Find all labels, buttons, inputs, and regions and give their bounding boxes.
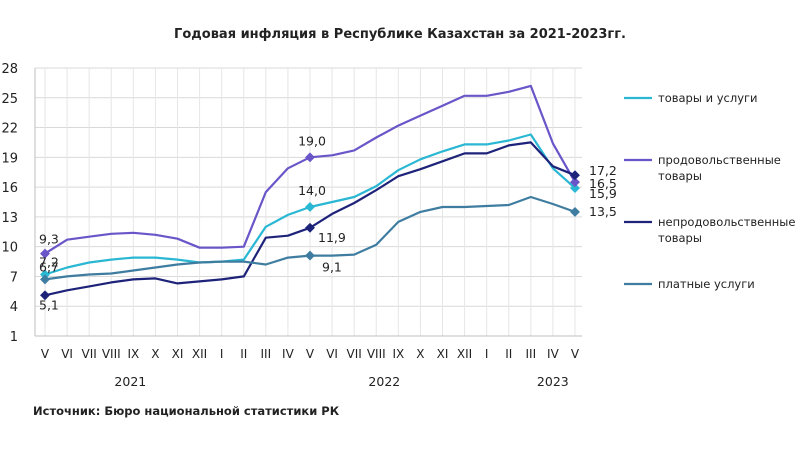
data-label: 16,5 bbox=[589, 176, 617, 191]
x-tick-label: II bbox=[240, 347, 247, 361]
data-label: 5,1 bbox=[39, 297, 59, 312]
x-tick-label: XII bbox=[192, 347, 207, 361]
y-tick-label: 25 bbox=[1, 92, 18, 107]
x-tick-label: V bbox=[571, 347, 580, 361]
x-tick-label: I bbox=[220, 347, 224, 361]
data-marker bbox=[305, 152, 315, 163]
series-layer bbox=[40, 84, 580, 301]
x-tick-label: V bbox=[306, 347, 315, 361]
data-label: 6,7 bbox=[39, 259, 59, 274]
y-tick-label: 22 bbox=[1, 122, 18, 137]
y-tick-label: 1 bbox=[10, 330, 18, 345]
data-label: 9,1 bbox=[322, 260, 342, 275]
data-label: 17,2 bbox=[589, 163, 617, 178]
x-tick-label: VII bbox=[347, 347, 362, 361]
x-tick-label: VI bbox=[326, 347, 338, 361]
x-tick-label: IX bbox=[392, 347, 404, 361]
data-marker bbox=[305, 202, 315, 212]
data-label: 7,2 bbox=[39, 254, 59, 269]
legend-label-line: товары bbox=[658, 169, 702, 183]
label-layer: 7,2 14,0 15,9 9,3 19,0 16,5 5,1 11,9 17,2 6,7 9,1 1… bbox=[39, 133, 617, 312]
legend-label: платные услуги bbox=[658, 277, 755, 291]
x-tick-label: II bbox=[505, 347, 512, 361]
chart-title: Годовая инфляция в Республике Казахстан … bbox=[174, 27, 626, 42]
x-tick-label: III bbox=[261, 347, 272, 361]
data-marker bbox=[570, 170, 580, 181]
y-tick-label: 7 bbox=[10, 270, 18, 285]
legend-label: продовольственные товары bbox=[658, 153, 781, 183]
data-marker bbox=[570, 206, 580, 217]
x-tick-label: I bbox=[485, 347, 489, 361]
data-label: 11,9 bbox=[318, 230, 346, 245]
data-label: 19,0 bbox=[298, 133, 326, 148]
data-label: 14,0 bbox=[298, 183, 326, 198]
x-tick-label: IX bbox=[127, 347, 139, 361]
legend-label-line: непродовольственные bbox=[658, 215, 795, 229]
y-tick-label: 16 bbox=[1, 181, 18, 196]
x-tick-label: IV bbox=[282, 347, 295, 361]
legend-label-line: платные услуги bbox=[658, 277, 755, 291]
y-tick-label: 10 bbox=[1, 241, 18, 256]
legend-label: товары и услуги bbox=[658, 91, 758, 105]
legend-label-line: товары и услуги bbox=[658, 91, 758, 105]
y-tick-label: 19 bbox=[1, 151, 18, 166]
x-tick-label: XI bbox=[437, 347, 449, 361]
x-tick-label: V bbox=[41, 347, 50, 361]
data-label: 13,5 bbox=[589, 204, 617, 219]
data-marker bbox=[305, 250, 315, 261]
source-note: Источник: Бюро национальной статистики Р… bbox=[33, 404, 340, 418]
x-tick-label: VII bbox=[82, 347, 97, 361]
x-tick-label: XII bbox=[457, 347, 472, 361]
y-tick-label: 4 bbox=[10, 300, 18, 315]
year-label: 2023 bbox=[537, 374, 569, 389]
data-label: 9,3 bbox=[39, 232, 59, 247]
data-marker bbox=[40, 248, 50, 259]
year-label: 2021 bbox=[114, 374, 146, 389]
y-tick-label: 28 bbox=[1, 62, 18, 77]
x-tick-label: VIII bbox=[367, 347, 386, 361]
x-tick-label: X bbox=[416, 347, 424, 361]
data-label: 15,9 bbox=[589, 186, 617, 201]
legend-label-line: товары bbox=[658, 231, 702, 245]
y-tick-label: 13 bbox=[1, 211, 18, 226]
legend-label: непродовольственные товары bbox=[658, 215, 795, 245]
year-label: 2022 bbox=[368, 374, 400, 389]
x-tick-label: X bbox=[151, 347, 159, 361]
grid-layer bbox=[35, 67, 582, 337]
data-marker bbox=[570, 177, 580, 188]
legend-label-line: продовольственные bbox=[658, 153, 781, 167]
x-tick-label: III bbox=[526, 347, 537, 361]
data-marker bbox=[570, 183, 580, 194]
data-marker bbox=[305, 222, 315, 233]
x-tick-label: VI bbox=[61, 347, 73, 361]
x-tick-label: IV bbox=[547, 347, 560, 361]
x-tick-label: VIII bbox=[102, 347, 121, 361]
x-tick-label: XI bbox=[172, 347, 184, 361]
